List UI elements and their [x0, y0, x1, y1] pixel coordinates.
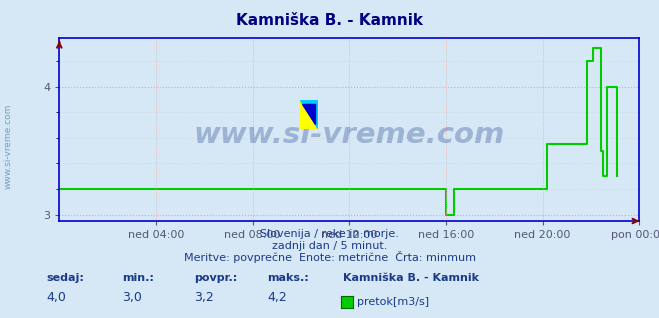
- Text: Slovenija / reke in morje.: Slovenija / reke in morje.: [260, 229, 399, 239]
- Text: min.:: min.:: [122, 273, 154, 283]
- Text: 4,0: 4,0: [46, 291, 66, 303]
- Text: www.si-vreme.com: www.si-vreme.com: [194, 121, 505, 149]
- Polygon shape: [302, 104, 316, 124]
- Text: povpr.:: povpr.:: [194, 273, 238, 283]
- Text: sedaj:: sedaj:: [46, 273, 84, 283]
- Text: Meritve: povprečne  Enote: metrične  Črta: minmum: Meritve: povprečne Enote: metrične Črta:…: [183, 251, 476, 263]
- Text: Kamniška B. - Kamnik: Kamniška B. - Kamnik: [236, 13, 423, 28]
- Text: Kamniška B. - Kamnik: Kamniška B. - Kamnik: [343, 273, 478, 283]
- Text: 4,2: 4,2: [267, 291, 287, 303]
- Polygon shape: [300, 100, 318, 129]
- Text: 3,2: 3,2: [194, 291, 214, 303]
- Text: zadnji dan / 5 minut.: zadnji dan / 5 minut.: [272, 241, 387, 251]
- Text: 3,0: 3,0: [122, 291, 142, 303]
- Polygon shape: [300, 100, 318, 129]
- Text: maks.:: maks.:: [267, 273, 308, 283]
- Text: www.si-vreme.com: www.si-vreme.com: [3, 104, 13, 189]
- Text: pretok[m3/s]: pretok[m3/s]: [357, 297, 429, 308]
